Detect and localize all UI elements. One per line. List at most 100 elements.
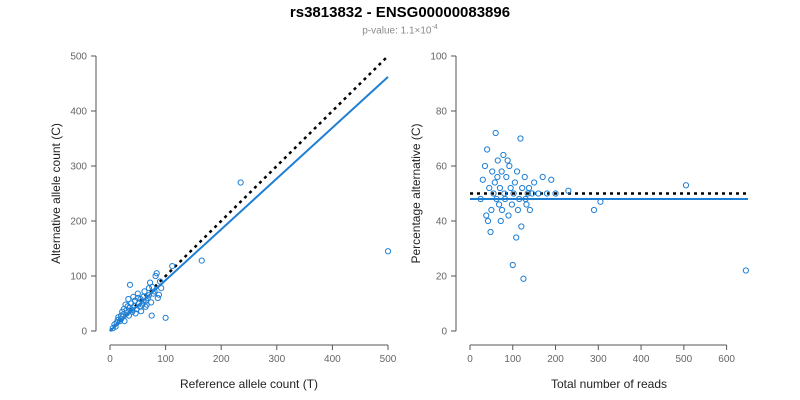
right-x-tick-label: 100 [504, 354, 521, 365]
right-data-point [509, 261, 516, 269]
left-data-point [134, 290, 141, 297]
left-data-point [148, 299, 155, 306]
left-data-point [112, 323, 119, 330]
left-data-point [121, 318, 128, 325]
right-y-tick-label: 40 [436, 217, 448, 228]
right-data-point [539, 173, 546, 181]
left-data-point [156, 278, 164, 285]
right-data-point [552, 190, 559, 197]
left-y-tick-label: 400 [70, 107, 87, 118]
left-x-tick-label: 300 [268, 354, 285, 365]
left-x-tick-label: 200 [213, 354, 230, 365]
right-data-point [565, 187, 572, 194]
right-scatter-panel: 0 100 200 300 400 500 600 0 20 40 60 80 100 Total num… [409, 52, 749, 391]
right-data-point [498, 168, 505, 175]
right-data-point [483, 212, 490, 219]
right-data-point [487, 228, 494, 236]
left-data-point [237, 179, 244, 186]
right-data-point [492, 129, 499, 137]
right-data-point [484, 146, 491, 153]
right-data-point [535, 190, 542, 197]
left-data-point [153, 270, 160, 277]
left-x-tick-label: 400 [324, 354, 341, 365]
right-data-point [506, 162, 513, 170]
right-data-point [511, 179, 519, 186]
right-data-point [525, 184, 533, 192]
left-data-point [113, 319, 120, 326]
left-fit-line [109, 76, 389, 332]
right-x-tick-label: 400 [633, 354, 650, 365]
right-data-point [524, 190, 531, 197]
right-x-tick-label: 300 [590, 354, 607, 365]
left-data-point [125, 312, 133, 319]
right-data-point [489, 168, 496, 175]
right-y-axis-label: Percentage alternative (C) [409, 123, 423, 263]
right-data-point [543, 190, 551, 197]
left-data-point [145, 285, 153, 292]
right-data-point [486, 184, 493, 192]
right-data-point [491, 179, 498, 186]
left-data-point [148, 312, 155, 319]
right-data-point [521, 173, 528, 181]
left-data-point [144, 294, 151, 302]
right-y-tick-label: 80 [436, 107, 448, 118]
right-data-point [526, 206, 533, 214]
left-data-point [151, 288, 158, 295]
left-y-tick-label: 500 [70, 52, 87, 63]
left-y-axis-label: Alternative allele count (C) [49, 123, 63, 264]
right-data-point [548, 176, 555, 183]
left-y-tick-label: 300 [70, 162, 87, 173]
right-data-point [517, 135, 524, 142]
right-data-point [523, 201, 530, 208]
right-data-point [484, 217, 492, 225]
right-data-point [520, 275, 527, 282]
left-x-axis-label: Reference allele count (T) [180, 377, 318, 391]
chart-title: rs3813832 - ENSG00000083896 [289, 4, 511, 21]
right-y-tick-label: 20 [436, 272, 448, 283]
right-y-tick-label: 0 [441, 327, 447, 338]
left-y-tick-label: 200 [70, 217, 87, 228]
p-value-exponent: -4 [431, 24, 438, 31]
right-data-point [500, 151, 507, 159]
right-data-point [514, 206, 522, 214]
left-data-point [154, 294, 161, 302]
right-data-point [513, 234, 520, 241]
right-data-point [528, 190, 536, 197]
left-data-point [130, 293, 137, 300]
left-data-point [141, 288, 148, 295]
left-data-point [152, 272, 159, 280]
right-data-point [742, 267, 749, 274]
left-data-point [134, 294, 141, 302]
left-x-tick-label: 100 [157, 354, 174, 365]
left-data-point [169, 263, 176, 270]
right-data-point [496, 184, 504, 192]
right-data-point [503, 173, 510, 181]
right-data-point [494, 173, 501, 181]
p-value-text: p-value: 1.1×10 [362, 25, 432, 37]
right-data-point [518, 223, 525, 230]
right-data-point [488, 206, 495, 214]
right-data-point [508, 201, 516, 208]
right-data-point [507, 184, 514, 192]
right-data-point [493, 195, 500, 203]
right-data-point [494, 157, 501, 164]
right-data-point [477, 195, 484, 203]
right-x-tick-label: 0 [467, 354, 473, 365]
left-y-tick-label: 0 [81, 327, 87, 338]
right-data-point [519, 184, 526, 192]
right-x-axis-label: Total number of reads [551, 377, 667, 391]
right-x-tick-label: 200 [547, 354, 564, 365]
right-data-point [516, 195, 523, 203]
right-data-point [501, 195, 509, 203]
right-y-tick-label: 100 [430, 52, 447, 63]
left-data-point [162, 314, 169, 321]
right-data-point [505, 212, 512, 219]
left-x-tick-label: 0 [107, 354, 113, 365]
right-data-point [481, 162, 489, 170]
left-reference-line [109, 55, 389, 332]
right-data-point [504, 157, 511, 164]
left-data-point [126, 281, 134, 288]
left-x-tick-label: 500 [380, 354, 397, 365]
left-scatter-panel: 0 100 200 300 400 500 0 100 200 300 400 500 Referenc… [49, 52, 397, 392]
